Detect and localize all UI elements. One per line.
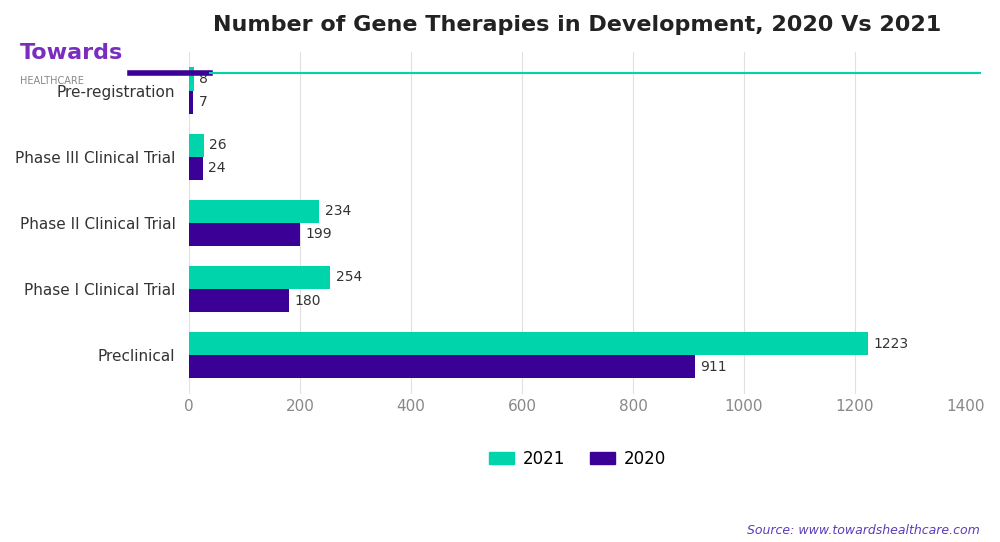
Title: Number of Gene Therapies in Development, 2020 Vs 2021: Number of Gene Therapies in Development,… [213,15,942,35]
Legend: 2021, 2020: 2021, 2020 [483,443,672,475]
Bar [189,67,194,91]
Text: 254: 254 [336,270,362,285]
Bar [189,266,330,289]
Text: 911: 911 [700,360,727,374]
Text: 7: 7 [199,95,207,109]
Text: 24: 24 [208,162,226,175]
Bar [189,133,204,157]
Text: 8: 8 [199,72,208,86]
Text: 199: 199 [305,228,332,241]
Text: 234: 234 [325,204,351,218]
Bar [189,157,203,180]
Text: 1223: 1223 [873,337,908,351]
Text: 180: 180 [295,294,321,308]
Text: HEALTHCARE: HEALTHCARE [20,76,84,86]
Bar [189,91,193,114]
Bar [189,199,319,223]
Bar [189,223,300,246]
Bar [189,289,289,312]
Text: Source: www.towardshealthcare.com: Source: www.towardshealthcare.com [747,524,980,537]
Bar [189,332,868,355]
Text: 26: 26 [209,138,227,152]
Text: Towards: Towards [20,43,123,63]
Bar [189,355,695,378]
